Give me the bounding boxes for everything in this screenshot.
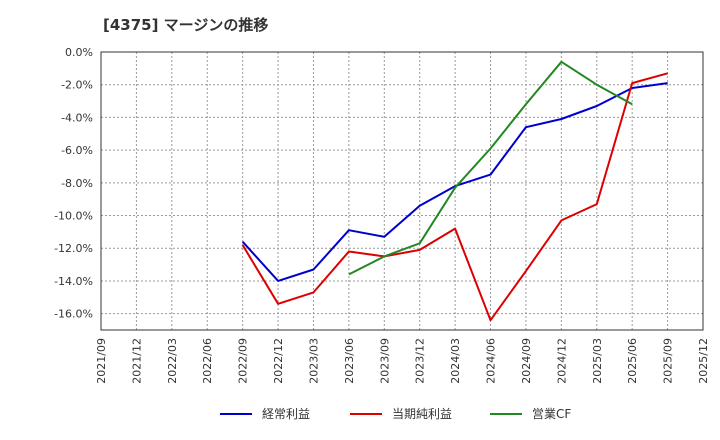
- legend-label: 経常利益: [262, 407, 310, 421]
- x-tick-label: 2022/03: [166, 338, 179, 384]
- x-tick-label: 2023/12: [414, 338, 427, 384]
- y-tick-label: -4.0%: [61, 111, 93, 124]
- series-line-3: [348, 60, 633, 276]
- x-tick-label: 2022/06: [201, 338, 214, 384]
- x-tick-label: 2025/06: [626, 338, 639, 384]
- legend-label: 当期純利益: [392, 407, 452, 421]
- y-tick-label: 0.0%: [65, 46, 93, 59]
- x-tick-label: 2025/12: [697, 338, 710, 384]
- x-tick-label: 2024/12: [555, 338, 568, 384]
- plot-area-frame: [100, 51, 704, 331]
- x-tick-label: 2023/06: [343, 338, 356, 384]
- y-tick-label: -14.0%: [54, 275, 93, 288]
- y-tick-label: -10.0%: [54, 210, 93, 223]
- grid-lines: [101, 51, 703, 330]
- y-tick-label: -12.0%: [54, 242, 93, 255]
- x-tick-label: 2023/09: [378, 338, 391, 384]
- x-tick-label: 2021/12: [130, 338, 143, 384]
- chart-title: [4375] マージンの推移: [103, 16, 269, 34]
- y-tick-label: -2.0%: [61, 79, 93, 92]
- x-tick-label: 2024/06: [485, 338, 498, 384]
- plot-background: [101, 52, 703, 330]
- x-tick-label: 2025/09: [662, 338, 675, 384]
- y-tick-label: -16.0%: [54, 308, 93, 321]
- series-lines: [241, 60, 668, 322]
- x-tick-label: 2025/03: [591, 338, 604, 384]
- y-axis-ticks: 0.0% -2.0% -4.0% -6.0% -8.0% -10.0% -12.0% -14.…: [54, 46, 93, 321]
- x-tick-label: 2022/12: [272, 338, 285, 384]
- legend-label: 営業CF: [532, 407, 571, 421]
- x-axis-ticks: 2021/09 2021/12 2022/03 2022/06 2022/09 2022/…: [95, 338, 710, 384]
- x-tick-label: 2021/09: [95, 338, 108, 384]
- y-tick-label: -6.0%: [61, 144, 93, 157]
- series-line-2: [241, 72, 668, 322]
- x-tick-label: 2024/09: [520, 338, 533, 384]
- legend: 経常利益 当期純利益 営業CF: [220, 407, 571, 421]
- y-tick-label: -8.0%: [61, 177, 93, 190]
- x-tick-label: 2023/03: [307, 338, 320, 384]
- series-line-1: [241, 82, 668, 282]
- x-tick-label: 2022/09: [237, 338, 250, 384]
- x-tick-label: 2024/03: [449, 338, 462, 384]
